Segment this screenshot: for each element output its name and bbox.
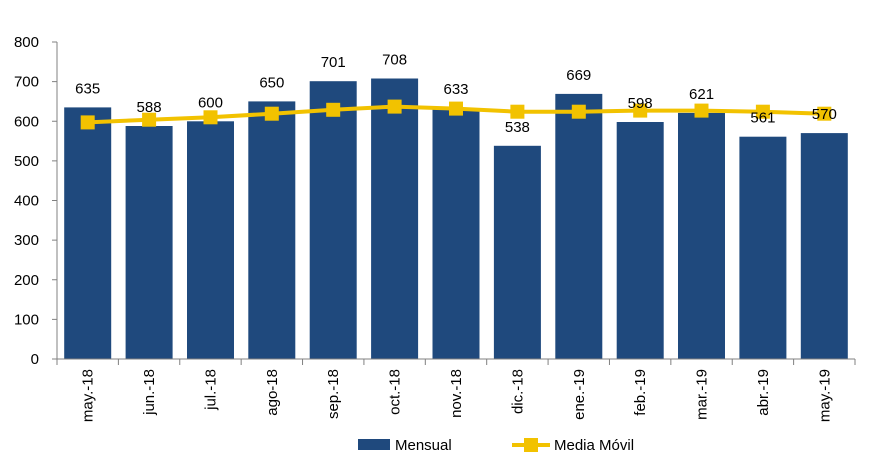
data-label-jul.-18: 600 (198, 94, 223, 111)
x-tick-label: may.-19 (816, 369, 833, 422)
bar-may.-19 (800, 133, 848, 359)
legend-label-mensual: Mensual (395, 437, 452, 454)
x-tick-label: oct.-18 (387, 369, 404, 415)
x-tick-label: ago-18 (264, 369, 281, 416)
x-tick-label: may.-18 (80, 369, 97, 422)
x-tick-label: feb.-19 (632, 369, 649, 416)
bar-dic.-18 (493, 145, 541, 359)
x-tick-label: sep.-18 (325, 369, 342, 419)
bar-mar.-19 (678, 112, 725, 360)
data-label-may.-19: 570 (812, 106, 837, 123)
data-label-nov.-18: 633 (443, 81, 468, 98)
data-label-sep.-18: 701 (321, 54, 346, 71)
line-layer (80, 99, 832, 130)
y-tick-label: 800 (14, 34, 39, 51)
x-tick-label: jun.-18 (141, 369, 158, 416)
bar-oct.-18 (371, 78, 419, 359)
legend-marker-media-movil (524, 438, 538, 452)
y-tick-label: 300 (14, 232, 39, 249)
data-label-may.-18: 635 (75, 80, 100, 97)
bar-jul.-18 (187, 121, 234, 360)
data-label-mar.-19: 621 (689, 86, 714, 103)
bar-ene.-19 (555, 93, 603, 360)
data-label-feb.-19: 598 (628, 95, 653, 112)
x-tick-label: mar.-19 (694, 369, 711, 420)
y-tick-label: 200 (14, 272, 39, 289)
line-point-jun.-18 (142, 112, 157, 127)
line-point-ago-18 (264, 106, 279, 121)
bar-sep.-18 (309, 81, 357, 359)
data-label-abr.-19: 561 (750, 110, 775, 127)
data-label-jun.-18: 588 (137, 99, 162, 116)
y-tick-label: 500 (14, 153, 39, 170)
data-label-ene.-19: 669 (566, 67, 591, 84)
line-point-ene.-19 (571, 104, 586, 119)
y-tick-label: 0 (31, 351, 39, 368)
line-point-sep.-18 (326, 102, 341, 117)
labels-layer: 635 588 600 650 701 708 633 538 669 598 621 561 570 (75, 52, 837, 136)
bar-feb.-19 (616, 122, 664, 359)
line-point-dic.-18 (510, 104, 525, 119)
line-point-nov.-18 (449, 101, 463, 116)
bar-jun.-18 (125, 126, 173, 359)
data-label-ago-18: 650 (259, 74, 284, 91)
bar-may.-18 (64, 107, 112, 360)
x-tick-label: ene.-19 (571, 369, 588, 420)
x-tick-label: nov.-18 (448, 369, 465, 418)
y-tick-label: 400 (14, 193, 39, 210)
x-tick-label: abr.-19 (755, 369, 772, 416)
bar-ago-18 (248, 101, 296, 360)
y-tick-label: 700 (14, 74, 39, 91)
line-point-abr.-19 (755, 104, 770, 119)
line-point-may.-18 (80, 115, 95, 130)
line-point-mar.-19 (694, 103, 709, 118)
axis-layer: 0 100 200 300 400 500 600 700 800 may.-18 jun.-18 j… (14, 34, 856, 422)
bars-layer (64, 78, 848, 360)
legend-label-media-movil: Media Móvil (554, 437, 634, 454)
data-label-oct.-18: 708 (382, 52, 407, 69)
line-point-jul.-18 (203, 110, 218, 125)
y-tick-label: 100 (14, 311, 39, 328)
legend-swatch-mensual (358, 439, 390, 450)
data-label-dic.-18: 538 (505, 119, 530, 136)
x-tick-label: jul.-18 (202, 369, 219, 411)
line-point-may.-19 (817, 106, 832, 121)
y-tick-label: 600 (14, 113, 39, 130)
bar-abr.-19 (739, 136, 787, 359)
x-tick-label: dic.-18 (509, 369, 526, 414)
line-point-oct.-18 (387, 99, 402, 114)
bar-nov.-18 (432, 108, 480, 359)
legend: Mensual Media Móvil (358, 437, 634, 454)
line-point-feb.-19 (633, 103, 648, 118)
